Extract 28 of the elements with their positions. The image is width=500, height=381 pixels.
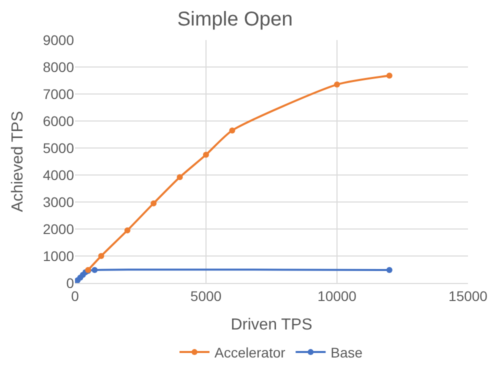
y-tick-label: 7000 bbox=[42, 86, 74, 102]
x-tick-label: 15000 bbox=[448, 288, 488, 304]
x-axis-title: Driven TPS bbox=[230, 316, 312, 334]
point bbox=[386, 72, 392, 79]
point bbox=[176, 174, 183, 180]
legend-label: Accelerator bbox=[214, 344, 286, 361]
y-tick-label: 1000 bbox=[42, 248, 74, 264]
point bbox=[98, 253, 104, 259]
point bbox=[150, 200, 157, 206]
point bbox=[334, 82, 340, 88]
y-tick-label: 2000 bbox=[42, 220, 74, 237]
x-tick-label: 10000 bbox=[318, 288, 357, 304]
y-axis-title: Achieved TPS bbox=[10, 110, 27, 212]
x-tick-label: 5000 bbox=[190, 288, 222, 304]
point bbox=[229, 127, 236, 134]
y-tick-label: 0 bbox=[66, 274, 74, 291]
point bbox=[203, 152, 209, 158]
y-tick-label: 5000 bbox=[42, 140, 74, 156]
point bbox=[386, 267, 392, 274]
y-tick-label: 3000 bbox=[42, 194, 74, 210]
point bbox=[124, 227, 130, 234]
chart-title: Simple Open bbox=[177, 8, 293, 30]
point bbox=[92, 267, 98, 274]
y-tick-label: 6000 bbox=[42, 112, 74, 129]
y-tick-label: 4000 bbox=[42, 166, 74, 183]
y-tick-label: 9000 bbox=[42, 32, 74, 48]
y-tick-label: 8000 bbox=[42, 58, 74, 75]
legend-label: Base bbox=[330, 344, 363, 361]
